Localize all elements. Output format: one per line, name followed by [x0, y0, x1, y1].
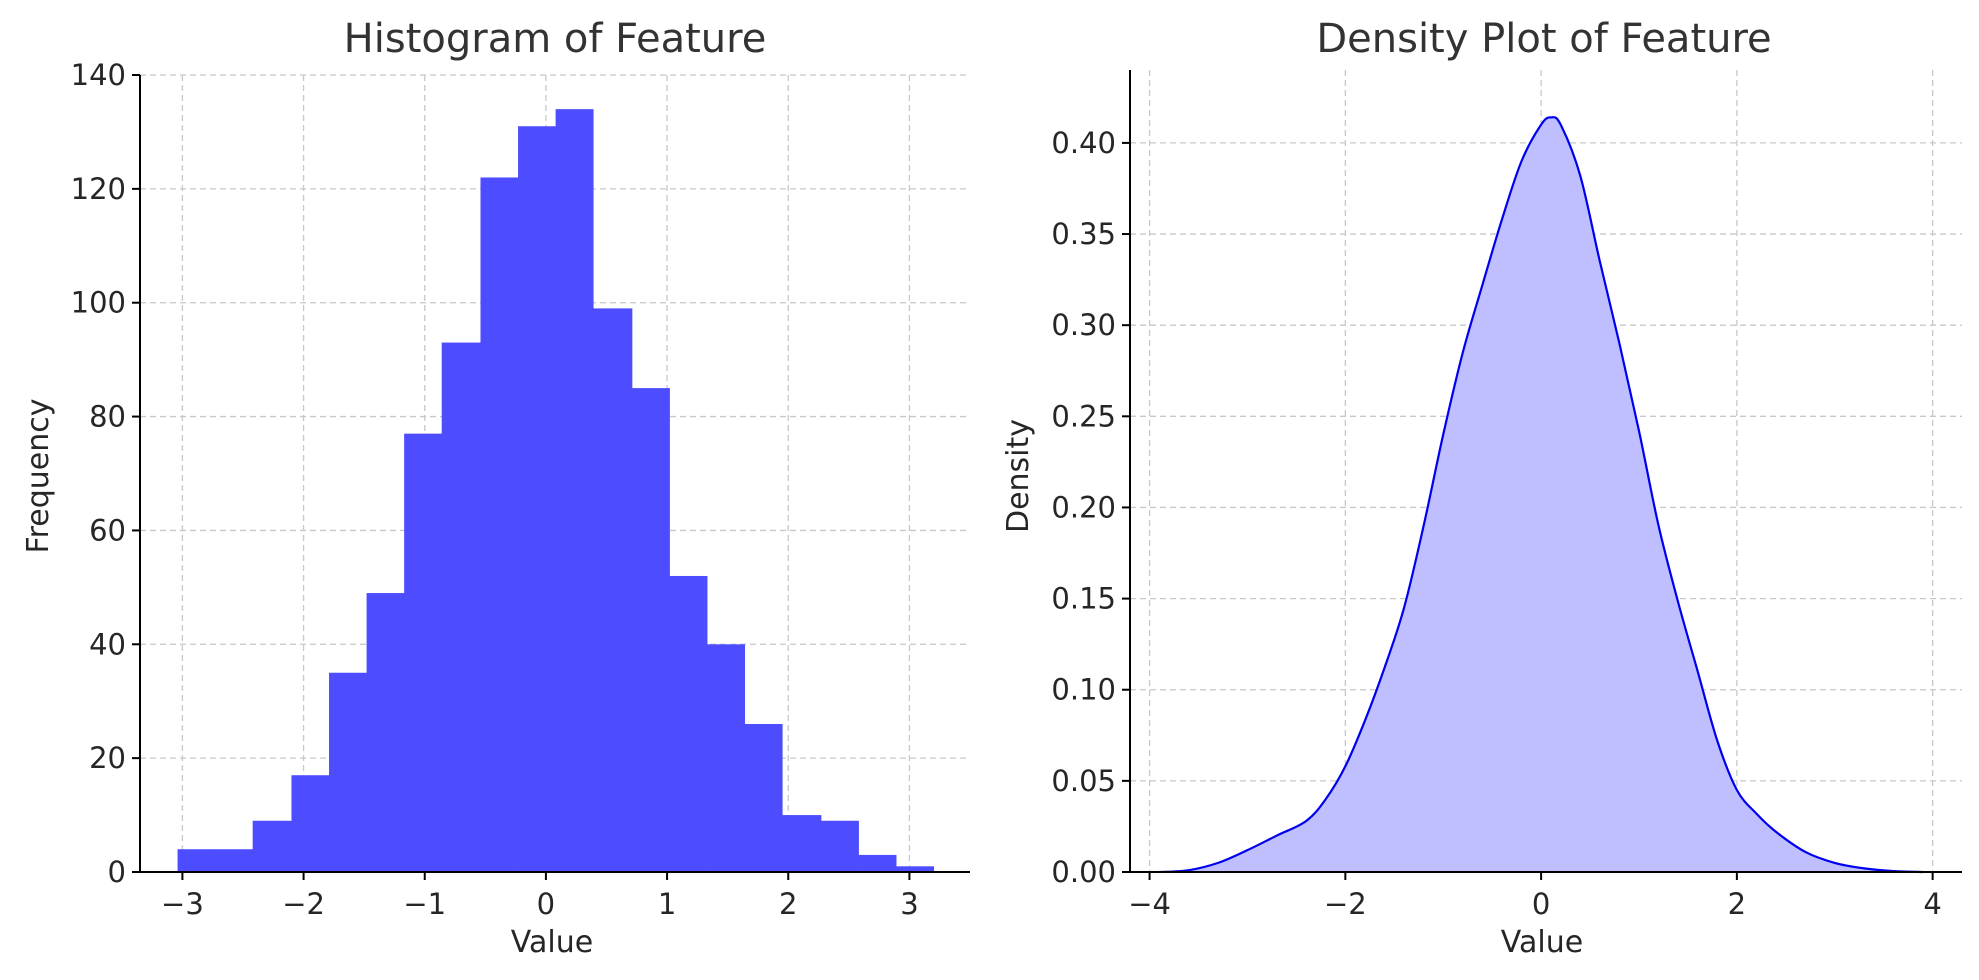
density-x-tick-label: 2: [1728, 887, 1746, 921]
histogram-y-tick-label: 60: [89, 513, 126, 547]
histogram-y-tick-label: 80: [89, 400, 126, 434]
histogram-x-axis-label: Value: [511, 925, 593, 960]
density-y-tick-label: 0.10: [1051, 673, 1116, 707]
histogram-y-tick-label: 100: [71, 286, 126, 320]
histogram-bar: [593, 308, 633, 873]
density-x-tick-label: −4: [1128, 887, 1171, 921]
density-x-tick-label: 0: [1532, 887, 1550, 921]
histogram-bar: [215, 849, 254, 872]
histogram-bar: [707, 644, 746, 872]
density-y-tick-label: 0.35: [1051, 217, 1116, 251]
histogram-bar: [782, 815, 822, 872]
density-x-tick-label: −2: [1324, 887, 1367, 921]
density-y-tick-label: 0.25: [1051, 399, 1116, 433]
histogram-bar: [744, 723, 783, 872]
histogram-bar: [366, 593, 405, 872]
density-area-fill: [1159, 117, 1923, 873]
density-axes: [1122, 70, 1962, 880]
histogram-y-tick-label: 120: [71, 172, 126, 206]
density-y-tick-label: 0.05: [1051, 764, 1116, 798]
histogram-tick-labels: −3 −2 −1 0 1 2 3 0 20 40 60 80 100 120 140: [71, 58, 919, 921]
histogram-y-tick-label: 20: [89, 741, 126, 775]
histogram-bar: [404, 433, 443, 872]
density-y-tick-label: 0.15: [1051, 582, 1116, 616]
density-tick-labels: −4 −2 0 2 4 0.00 0.05 0.10 0.15 0.20 0.25 0.30 0.35 0…: [1051, 126, 1941, 921]
histogram-bar: [896, 866, 935, 872]
histogram-x-tick-label: 2: [779, 887, 797, 921]
histogram-bar: [518, 126, 557, 872]
histogram-y-tick-label: 140: [71, 58, 126, 92]
density-title: Density Plot of Feature: [1316, 16, 1771, 62]
histogram-bar: [177, 849, 216, 872]
histogram-x-tick-label: 3: [900, 887, 918, 921]
histogram-bar: [555, 109, 594, 872]
density-y-tick-label: 0.30: [1051, 308, 1116, 342]
histogram-bar: [820, 820, 859, 872]
histogram-bars: [177, 109, 935, 873]
histogram-bar: [329, 672, 367, 872]
density-panel: −4 −2 0 2 4 0.00 0.05 0.10 0.15 0.20 0.25 0.30 0.35 0…: [1001, 16, 1962, 960]
density-y-tick-label: 0.40: [1051, 126, 1116, 160]
histogram-x-tick-label: −1: [403, 887, 446, 921]
histogram-axes: [132, 74, 970, 880]
histogram-bar: [631, 388, 670, 872]
density-y-tick-label: 0.00: [1051, 855, 1116, 889]
histogram-x-tick-label: 1: [658, 887, 676, 921]
histogram-bar: [858, 854, 897, 872]
histogram-bar: [441, 342, 481, 872]
histogram-y-tick-label: 40: [89, 627, 126, 661]
histogram-bar: [291, 775, 330, 872]
histogram-y-tick-label: 0: [108, 855, 126, 889]
density-y-axis-label: Density: [1001, 419, 1036, 533]
density-curve-line: [1159, 116, 1923, 874]
histogram-bar: [480, 177, 519, 872]
histogram-x-tick-label: −2: [282, 887, 325, 921]
histogram-x-tick-label: 0: [537, 887, 555, 921]
density-y-tick-label: 0.20: [1051, 490, 1116, 524]
density-x-axis-label: Value: [1501, 925, 1583, 960]
histogram-bar: [252, 820, 292, 872]
histogram-bar: [669, 575, 708, 872]
density-x-tick-label: 4: [1923, 887, 1941, 921]
histogram-y-axis-label: Frequency: [21, 399, 56, 554]
histogram-panel: −3 −2 −1 0 1 2 3 0 20 40 60 80 100 120 140 Histogram o…: [21, 16, 970, 960]
histogram-title: Histogram of Feature: [344, 16, 767, 62]
histogram-x-tick-label: −3: [161, 887, 204, 921]
